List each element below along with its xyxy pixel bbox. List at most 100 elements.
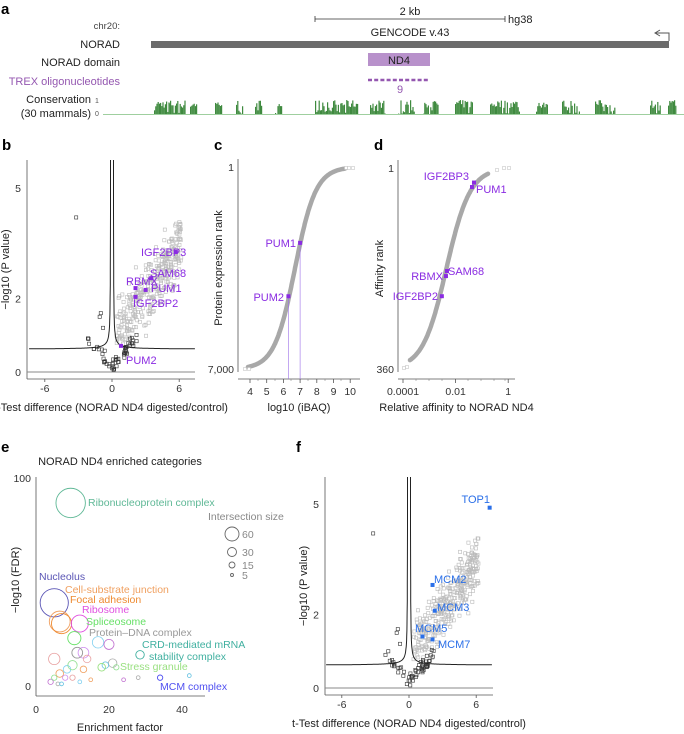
background-point	[165, 269, 169, 273]
conservation-bar	[162, 102, 164, 114]
x-tick-label: 6	[176, 383, 182, 395]
legend-title: Intersection size	[208, 511, 284, 523]
x-tick-label: 0.01	[445, 386, 466, 398]
background-point	[132, 313, 137, 318]
conservation-bar	[176, 103, 178, 114]
nonsignificant-point	[397, 666, 402, 670]
background-point	[156, 301, 161, 306]
conservation-bar	[659, 105, 661, 114]
x-tick-label: 4	[247, 386, 253, 398]
conservation-bar	[154, 110, 156, 114]
conservation-bar	[461, 104, 463, 114]
background-point	[146, 311, 151, 316]
norad-gene-bar	[151, 41, 669, 48]
background-point	[151, 296, 155, 300]
y-axis-label: −log10 (FDR)	[10, 547, 22, 613]
background-point	[129, 297, 134, 302]
background-point	[123, 336, 128, 341]
category-bubble	[97, 663, 106, 672]
chart-title: NORAD ND4 enriched categories	[38, 456, 202, 468]
nonsignificant-point	[402, 669, 406, 674]
background-point	[438, 624, 443, 629]
background-point	[127, 334, 132, 339]
conservation-bar	[167, 111, 169, 114]
background-point	[475, 581, 480, 586]
conservation-bar	[500, 100, 502, 114]
conservation-bar	[155, 106, 157, 114]
conservation-bar	[315, 100, 317, 114]
background-point	[417, 616, 422, 621]
conservation-bar	[464, 100, 466, 114]
nonsignificant-point	[104, 361, 109, 366]
background-point	[122, 314, 126, 319]
conservation-bar	[215, 102, 217, 114]
background-point	[152, 297, 157, 302]
conservation-bar	[371, 107, 373, 114]
conservation-bar	[670, 102, 672, 114]
conservation-bar	[190, 106, 192, 114]
point-label: MCM2	[434, 574, 466, 586]
tail-point	[347, 166, 351, 170]
nonsignificant-point	[420, 663, 425, 668]
conservation-bar	[256, 103, 258, 114]
conservation-bar	[343, 104, 345, 114]
background-point	[158, 270, 163, 275]
point-label: MCM7	[438, 639, 470, 651]
conservation-bar	[335, 104, 337, 114]
conservation-bar	[462, 100, 464, 114]
conservation-bar	[610, 111, 612, 114]
conservation-bar	[597, 104, 599, 114]
conservation-bar	[275, 113, 277, 114]
conservation-bar	[499, 107, 501, 114]
nonsignificant-point	[123, 351, 127, 355]
background-point	[116, 295, 121, 300]
background-point	[466, 552, 470, 556]
highlighted-point	[430, 582, 435, 587]
conservation-bar	[255, 106, 257, 114]
category-bubble	[69, 674, 76, 681]
background-point	[463, 551, 468, 556]
conservation-bar	[603, 111, 605, 114]
conservation-bar	[348, 106, 350, 114]
nonsignificant-point	[371, 531, 376, 536]
background-point	[469, 550, 474, 555]
background-point	[423, 648, 428, 653]
background-point	[449, 610, 453, 615]
conservation-bar	[180, 106, 182, 114]
conservation-bar	[158, 103, 160, 114]
conservation-bar	[170, 100, 172, 114]
nonsignificant-point	[425, 664, 430, 669]
background-point	[466, 556, 471, 560]
conservation-bar	[456, 102, 458, 114]
nonsignificant-point	[395, 627, 400, 632]
conservation-bar	[161, 106, 163, 114]
background-point	[465, 578, 470, 583]
conservation-bar	[340, 103, 342, 114]
background-point	[136, 310, 141, 315]
highlighted-point	[149, 276, 154, 281]
background-point	[416, 648, 421, 653]
background-point	[412, 634, 417, 639]
tail-point	[405, 365, 409, 369]
background-point	[169, 237, 174, 242]
nonsignificant-point	[129, 335, 134, 340]
conservation-bar	[258, 100, 260, 114]
x-tick-label: 9	[331, 386, 337, 398]
background-point	[449, 618, 454, 623]
x-axis-label: t-Test difference (NORAD ND4 digested/co…	[0, 402, 228, 414]
background-point	[156, 266, 161, 271]
scale-label: 2 kb	[400, 6, 421, 18]
conservation-bar	[431, 110, 433, 114]
conservation-bar	[563, 100, 565, 114]
background-point	[465, 584, 470, 589]
conservation-bar	[651, 100, 653, 114]
background-point	[474, 541, 479, 546]
highlighted-point	[143, 287, 148, 292]
background-point	[152, 251, 157, 256]
nonsignificant-point	[86, 336, 90, 341]
background-point	[448, 624, 453, 629]
panel-label-f: f	[296, 439, 302, 456]
background-point	[473, 558, 478, 563]
x-tick-label: 6	[473, 699, 479, 711]
y-tick-label: 5	[15, 183, 21, 195]
